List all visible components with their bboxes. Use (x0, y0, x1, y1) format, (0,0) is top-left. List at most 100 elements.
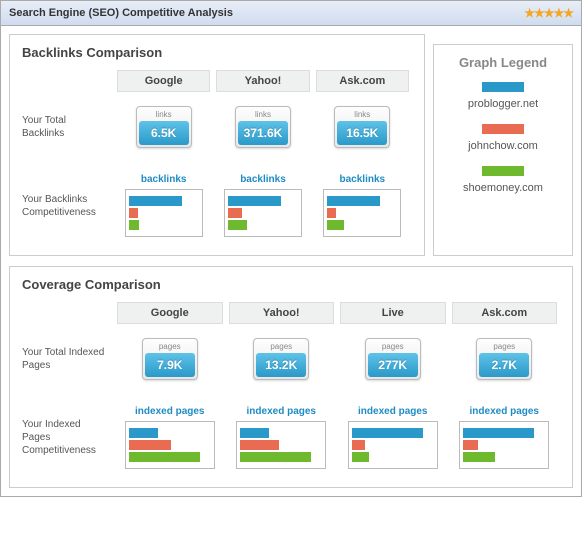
col-header: Ask.com (316, 70, 409, 92)
chart-row: Your Backlinks Competitivenessbacklinksb… (22, 174, 412, 237)
bar (240, 440, 279, 450)
panel-body: Backlinks Comparison GoogleYahoo!Ask.com… (1, 26, 581, 496)
badge-cell: links6.5K (114, 106, 213, 148)
legend-items: problogger.net johnchow.com shoemoney.com (446, 82, 560, 194)
panel-header: Search Engine (SEO) Competitive Analysis… (1, 1, 581, 26)
chart-cell: indexed pages (449, 406, 561, 469)
rating-stars: ★★★★★ (524, 6, 573, 20)
legend-section: Graph Legend problogger.net johnchow.com s… (433, 44, 573, 256)
bar-row (463, 452, 545, 462)
mini-bar-chart (323, 189, 401, 237)
badge-value: 16.5K (337, 121, 387, 145)
bar (463, 440, 478, 450)
chart-label: indexed pages (236, 406, 326, 417)
legend-item: johnchow.com (446, 124, 560, 152)
row-label: Your Total Indexed Pages (22, 346, 114, 372)
metric-badge: links6.5K (136, 106, 192, 148)
legend-item: problogger.net (446, 82, 560, 110)
chart-wrap: backlinks (323, 174, 401, 237)
legend-title: Graph Legend (446, 55, 560, 70)
grid-header: GoogleYahoo!LiveAsk.com (22, 302, 560, 324)
chart-wrap: indexed pages (459, 406, 549, 469)
bar (352, 452, 369, 462)
bar-row (129, 428, 211, 438)
chart-wrap: indexed pages (236, 406, 326, 469)
bar (327, 196, 380, 206)
bar-row (352, 428, 434, 438)
bar-row (228, 220, 298, 230)
bar-row (327, 220, 397, 230)
backlinks-title: Backlinks Comparison (22, 45, 412, 60)
bar-row (463, 440, 545, 450)
badge-value: 2.7K (479, 353, 529, 377)
seo-panel: Search Engine (SEO) Competitive Analysis… (0, 0, 582, 497)
legend-item: shoemoney.com (446, 166, 560, 194)
metric-badge: pages13.2K (253, 338, 309, 380)
bar-row (240, 452, 322, 462)
bar-row (129, 440, 211, 450)
bar-row (240, 428, 322, 438)
coverage-title: Coverage Comparison (22, 277, 560, 292)
badge-caption: pages (145, 341, 195, 353)
bar (129, 208, 138, 218)
chart-cell: backlinks (114, 174, 213, 237)
badge-caption: links (139, 109, 189, 121)
col-header: Yahoo! (229, 302, 335, 324)
metric-badge: pages2.7K (476, 338, 532, 380)
bar (352, 440, 365, 450)
legend-swatch (482, 124, 524, 134)
bar (129, 220, 139, 230)
backlinks-section: Backlinks Comparison GoogleYahoo!Ask.com… (9, 34, 425, 256)
chart-label: indexed pages (125, 406, 215, 417)
bar-row (129, 452, 211, 462)
badge-row: Your Total Indexed Pagespages7.9Kpages13… (22, 330, 560, 388)
chart-wrap: indexed pages (348, 406, 438, 469)
bar-row (129, 220, 199, 230)
bar-row (129, 208, 199, 218)
chart-wrap: backlinks (125, 174, 203, 237)
mini-bar-chart (125, 189, 203, 237)
legend-label: shoemoney.com (446, 182, 560, 194)
col-header: Live (340, 302, 446, 324)
mini-bar-chart (125, 421, 215, 469)
metric-badge: pages277K (365, 338, 421, 380)
chart-label: backlinks (224, 174, 302, 185)
chart-label: backlinks (125, 174, 203, 185)
badge-value: 7.9K (145, 353, 195, 377)
chart-wrap: indexed pages (125, 406, 215, 469)
badge-cell: links371.6K (213, 106, 312, 148)
chart-row: Your Indexed Pages Competitivenessindexe… (22, 406, 560, 469)
chart-cell: backlinks (313, 174, 412, 237)
mini-bar-chart (348, 421, 438, 469)
bar-row (327, 196, 397, 206)
grid-header: GoogleYahoo!Ask.com (22, 70, 412, 92)
bar (129, 196, 182, 206)
metric-badge: pages7.9K (142, 338, 198, 380)
legend-label: problogger.net (446, 98, 560, 110)
top-row: Backlinks Comparison GoogleYahoo!Ask.com… (9, 34, 573, 256)
badge-value: 13.2K (256, 353, 306, 377)
bar (129, 428, 158, 438)
bar-row (327, 208, 397, 218)
chart-cell: indexed pages (337, 406, 449, 469)
legend-swatch (482, 82, 524, 92)
bar (327, 208, 336, 218)
bar (129, 452, 200, 462)
bar (327, 220, 344, 230)
metric-badge: links371.6K (235, 106, 291, 148)
bar-row (228, 208, 298, 218)
mini-bar-chart (224, 189, 302, 237)
badge-value: 371.6K (238, 121, 288, 145)
chart-wrap: backlinks (224, 174, 302, 237)
badge-caption: pages (479, 341, 529, 353)
bar-row (129, 196, 199, 206)
badge-caption: links (238, 109, 288, 121)
badge-caption: pages (256, 341, 306, 353)
backlinks-grid: GoogleYahoo!Ask.comYour Total Backlinksl… (22, 70, 412, 237)
chart-cell: backlinks (213, 174, 312, 237)
bar (228, 220, 247, 230)
bar-row (228, 196, 298, 206)
bar-row (352, 452, 434, 462)
legend-swatch (482, 166, 524, 176)
chart-cell: indexed pages (114, 406, 226, 469)
